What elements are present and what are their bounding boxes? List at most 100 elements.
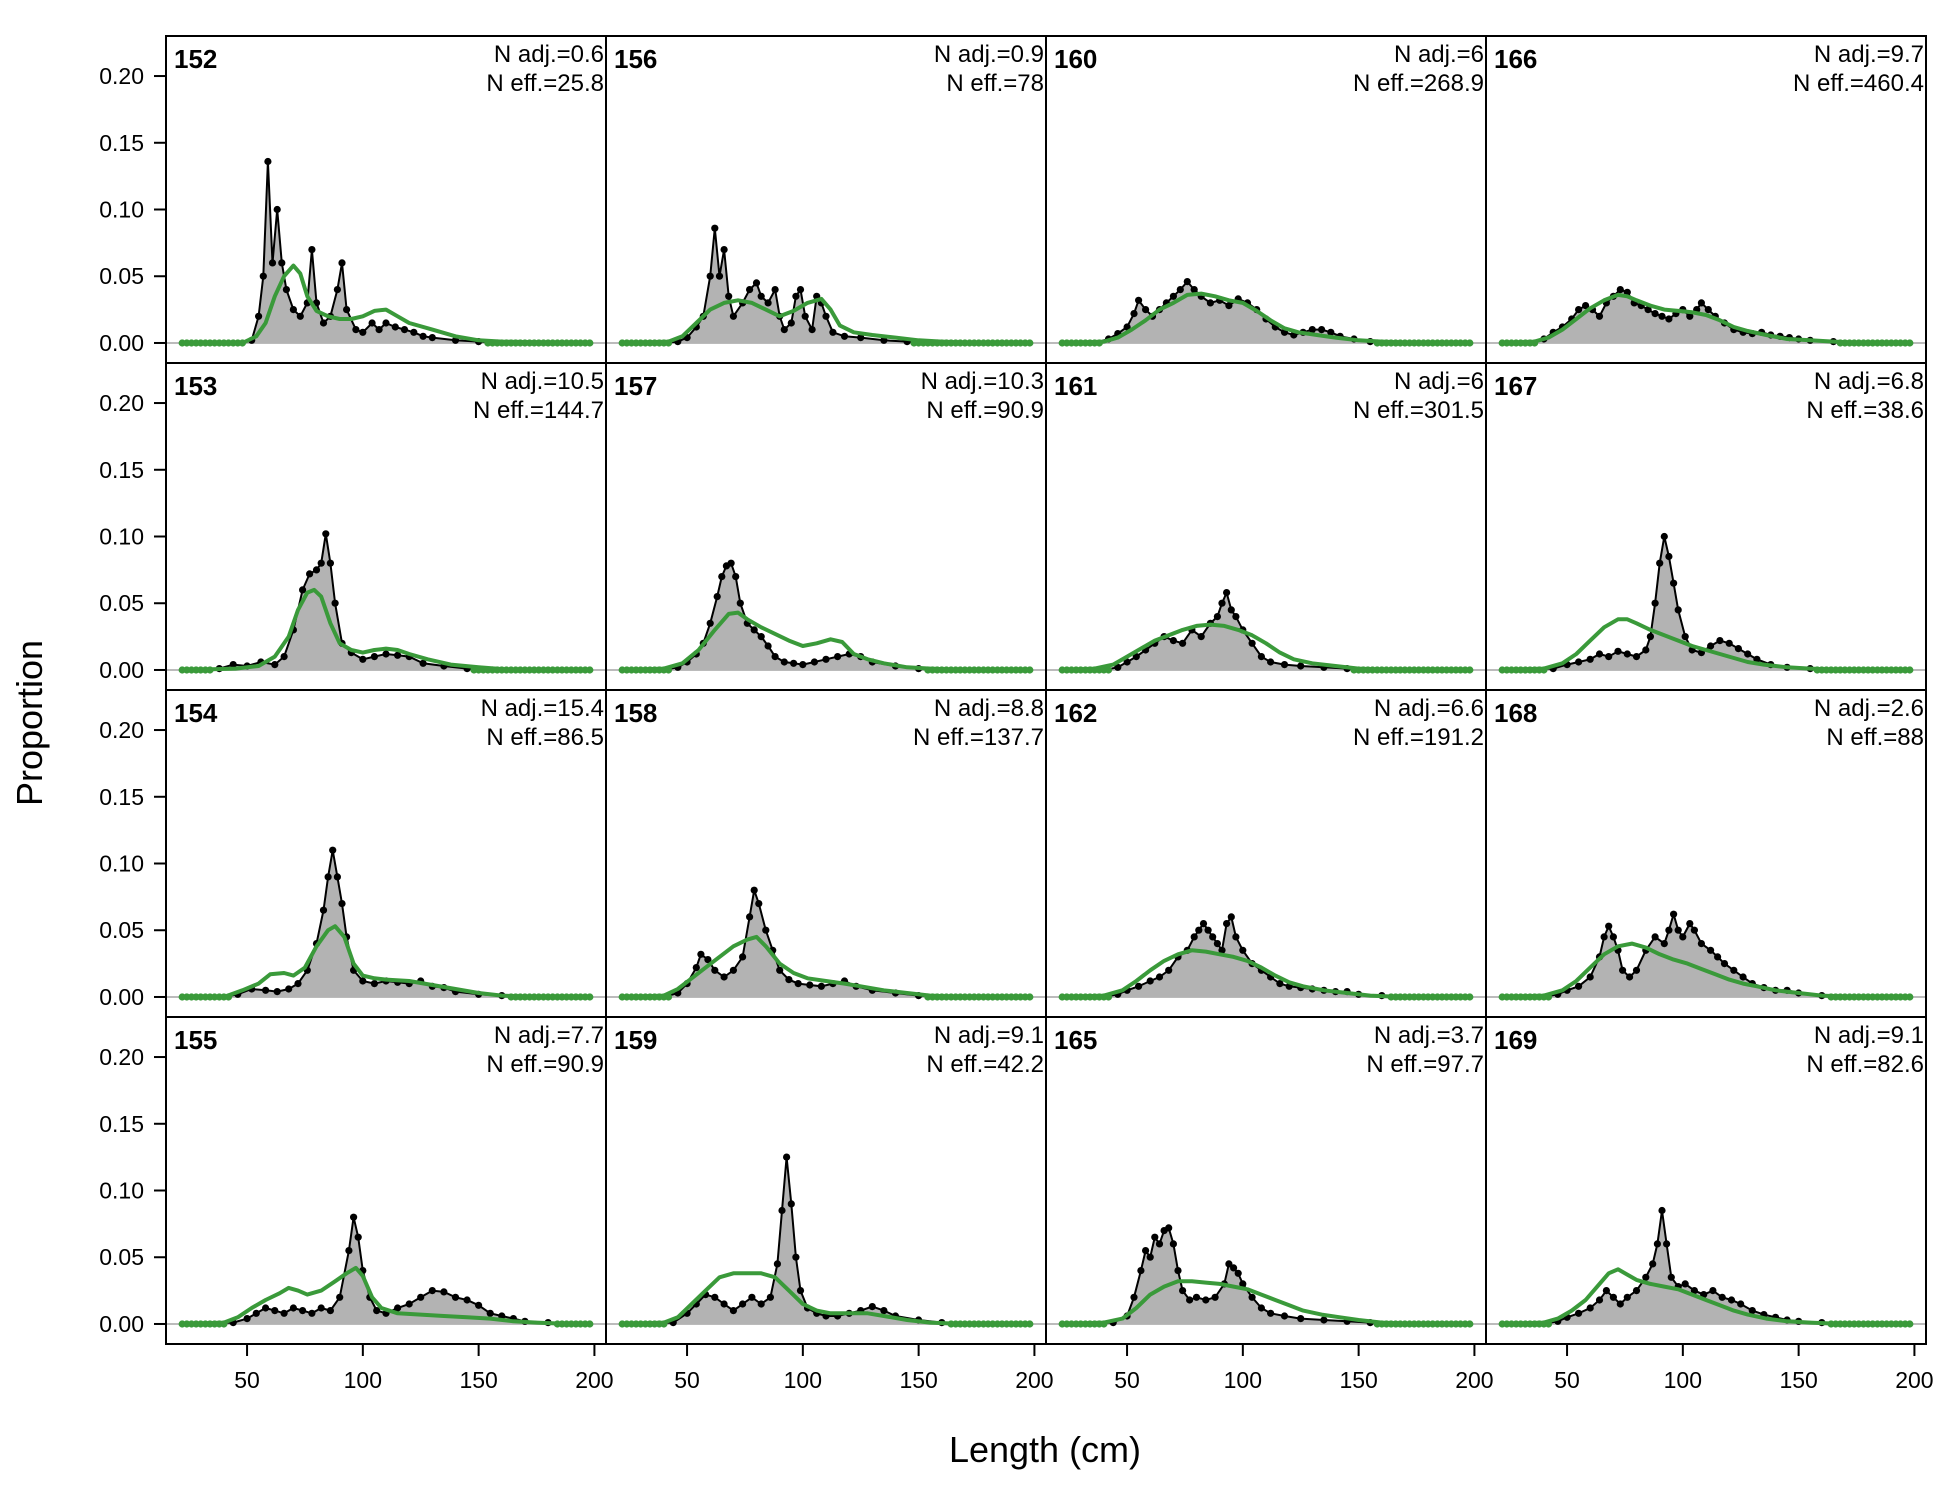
x-tick-label: 200 xyxy=(1015,1367,1053,1393)
observed-point xyxy=(1132,653,1140,661)
n-adj-label: N adj.=9.1 xyxy=(1814,1022,1924,1049)
expected-line xyxy=(622,296,1030,345)
zero-point xyxy=(1104,666,1113,674)
observed-point xyxy=(278,259,286,267)
observed-point xyxy=(326,559,334,567)
observed-point xyxy=(1681,1280,1689,1288)
y-tick-label: 0.20 xyxy=(99,1044,144,1070)
x-tick-label: 200 xyxy=(575,1367,613,1393)
observed-point xyxy=(1169,292,1177,300)
y-tick-label: 0.10 xyxy=(99,524,144,550)
observed-point xyxy=(317,559,325,567)
x-tick-label: 50 xyxy=(234,1367,260,1393)
observed-point xyxy=(1595,312,1604,320)
observed-point xyxy=(757,1300,765,1308)
observed-point xyxy=(1276,980,1284,988)
observed-point xyxy=(280,1309,288,1317)
observed-point xyxy=(1232,613,1240,621)
observed-point xyxy=(720,246,728,254)
observed-area xyxy=(182,850,590,997)
observed-point xyxy=(692,964,700,972)
observed-point xyxy=(317,1304,325,1312)
observed-point xyxy=(1209,933,1217,941)
observed-point xyxy=(428,334,436,342)
observed-point xyxy=(829,328,837,336)
observed-point xyxy=(1183,278,1191,286)
observed-point xyxy=(370,980,378,988)
observed-point xyxy=(1135,296,1143,304)
observed-point xyxy=(711,966,719,974)
observed-point xyxy=(1644,306,1652,314)
observed-point xyxy=(1718,1293,1726,1301)
x-tick-label: 200 xyxy=(1895,1367,1933,1393)
observed-point xyxy=(1234,1269,1242,1277)
observed-point xyxy=(1670,910,1678,918)
observed-point xyxy=(1146,1253,1154,1261)
n-eff-label: N eff.=191.2 xyxy=(1353,724,1484,751)
observed-point xyxy=(1165,966,1173,974)
observed-point xyxy=(764,642,772,650)
observed-point xyxy=(796,1287,805,1295)
observed-point xyxy=(1632,653,1641,661)
observed-point xyxy=(1595,650,1604,658)
observed-point xyxy=(1155,973,1164,981)
x-axis: 50 100 150 200 xyxy=(234,1344,614,1393)
n-eff-label: N eff.=82.6 xyxy=(1806,1051,1924,1078)
observed-point xyxy=(273,205,281,214)
expected-line xyxy=(1502,617,1910,672)
x-axis-title: Length (cm) xyxy=(949,1429,1141,1470)
x-tick-label: 150 xyxy=(459,1367,497,1393)
observed-point xyxy=(373,1307,381,1315)
observed-point xyxy=(1665,315,1673,323)
observed-point xyxy=(319,319,328,327)
observed-point xyxy=(1658,312,1666,320)
observed-point xyxy=(778,1206,786,1215)
y-tick-label: 0.05 xyxy=(99,263,144,289)
expected-line xyxy=(182,587,590,672)
panel-166: 166 N adj.=9.7N eff.=460.4 xyxy=(1485,35,1927,364)
observed-point xyxy=(1297,1315,1305,1323)
observed-point xyxy=(1218,946,1226,954)
observed-point xyxy=(1199,920,1208,928)
observed-point xyxy=(1257,1304,1265,1312)
observed-point xyxy=(391,323,399,331)
observed-point xyxy=(1267,658,1275,666)
observed-point xyxy=(1575,982,1583,990)
observed-point xyxy=(780,326,788,334)
x-tick-label: 50 xyxy=(674,1367,700,1393)
y-tick-label: 0.20 xyxy=(99,390,144,416)
observed-point xyxy=(1679,933,1687,941)
observed-point xyxy=(1704,306,1712,314)
observed-point xyxy=(382,650,390,658)
observed-point xyxy=(792,292,800,300)
observed-point xyxy=(1653,1240,1661,1248)
y-tick-label: 0.10 xyxy=(99,1178,144,1204)
n-adj-label: N adj.=2.6 xyxy=(1814,695,1924,722)
observed-point xyxy=(771,286,779,294)
observed-point xyxy=(780,658,788,666)
observed-point xyxy=(796,286,805,294)
observed-point xyxy=(1595,1296,1604,1304)
y-tick-label: 0.05 xyxy=(99,1244,144,1270)
observed-point xyxy=(331,599,339,607)
observed-point xyxy=(1174,1267,1182,1275)
observed-point xyxy=(324,873,332,881)
observed-point xyxy=(1582,302,1590,310)
observed-point xyxy=(299,586,307,594)
observed-point xyxy=(259,272,267,280)
observed-point xyxy=(729,966,738,974)
observed-point xyxy=(1739,973,1747,981)
observed-line xyxy=(622,561,1030,671)
observed-point xyxy=(1727,1296,1736,1304)
y-tick-label: 0.05 xyxy=(99,590,144,616)
observed-point xyxy=(799,661,807,669)
n-adj-label: N adj.=0.9 xyxy=(934,41,1044,68)
x-tick-label: 150 xyxy=(1339,1367,1377,1393)
n-adj-label: N adj.=15.4 xyxy=(481,695,604,722)
observed-point xyxy=(1605,922,1613,930)
observed-point xyxy=(308,1309,316,1317)
observed-point xyxy=(1308,326,1316,334)
y-axis: 0.00 0.05 0.10 0.15 0.20 xyxy=(99,63,166,356)
observed-point xyxy=(757,292,765,300)
observed-point xyxy=(1225,1260,1233,1268)
